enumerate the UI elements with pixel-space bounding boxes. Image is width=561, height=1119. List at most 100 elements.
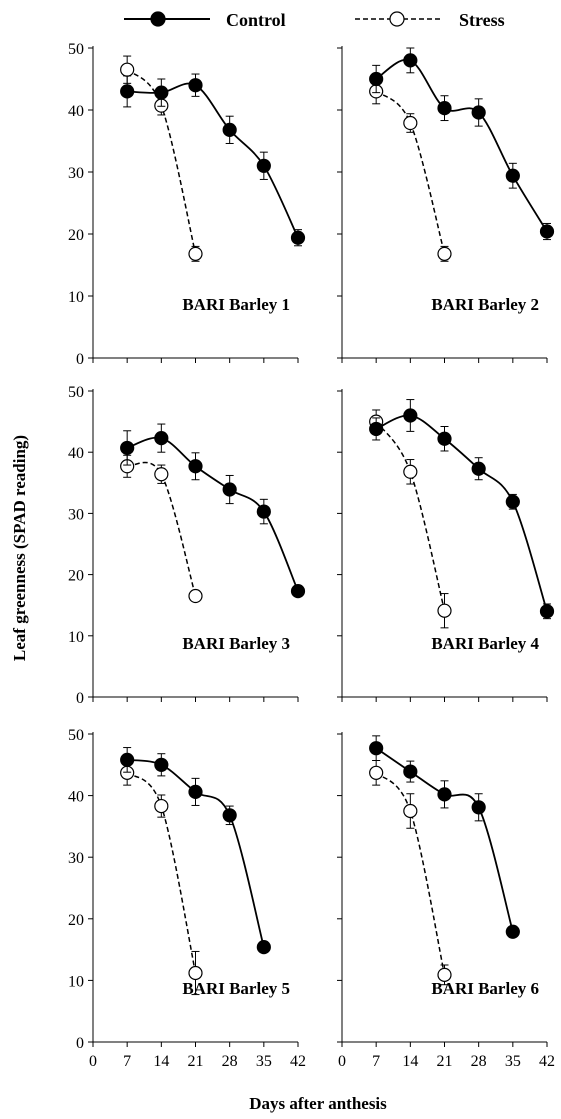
- panel-3: 0 10 20 30 40 50 BARI Barley 3: [68, 384, 306, 707]
- stress-line: [126, 69, 197, 255]
- control-point: [539, 224, 555, 239]
- control-point: [222, 122, 237, 137]
- control-point: [403, 408, 418, 423]
- y-tick-label: 50: [68, 41, 84, 58]
- control-point: [369, 421, 384, 437]
- control-point: [539, 604, 555, 619]
- control-point: [222, 482, 237, 497]
- stress-point: [369, 765, 384, 780]
- control-point: [120, 752, 135, 767]
- y-tick-label: 0: [76, 1035, 84, 1052]
- panel-6: 0 7 14 21 28 35 42 BARI Barley 6: [337, 732, 555, 1070]
- control-point: [154, 85, 169, 100]
- control-point: [437, 787, 452, 802]
- x-tick-label: 21: [437, 1053, 453, 1070]
- x-tick-label: 21: [188, 1053, 204, 1070]
- control-line: [127, 82, 299, 239]
- x-tick-label: 7: [372, 1053, 380, 1070]
- control-point: [437, 431, 452, 446]
- y-tick-label: 50: [68, 727, 84, 744]
- y-tick-label: 0: [76, 690, 84, 707]
- stress-point: [154, 467, 169, 482]
- control-point: [505, 168, 520, 183]
- panel-5: 0 10 20 30 40 50 0 7 14 21 28 35 42 BARI Barley 5: [68, 727, 306, 1070]
- stress-point: [437, 603, 452, 618]
- control-point: [120, 84, 135, 99]
- y-tick-label: 20: [68, 568, 84, 585]
- x-tick-label: 35: [505, 1053, 521, 1070]
- control-point: [222, 808, 237, 823]
- control-point: [188, 459, 203, 474]
- y-tick-label: 20: [68, 912, 84, 929]
- stress-point: [154, 798, 169, 814]
- stress-point: [188, 588, 203, 604]
- y-tick-label: 30: [68, 165, 84, 182]
- control-point: [188, 784, 203, 800]
- control-line: [375, 414, 548, 612]
- y-tick-label: 50: [68, 384, 84, 401]
- control-point: [256, 158, 271, 173]
- y-tick-label: 20: [68, 227, 84, 244]
- y-tick-label: 40: [68, 789, 84, 806]
- control-point: [505, 924, 520, 939]
- x-tick-label: 0: [338, 1053, 346, 1070]
- legend-stress-label: Stress: [459, 10, 505, 30]
- x-tick-label: 7: [123, 1053, 131, 1070]
- panel-4: BARI Barley 4: [337, 389, 555, 702]
- y-tick-label: 40: [68, 445, 84, 462]
- y-tick-label: 30: [68, 506, 84, 523]
- x-tick-label: 42: [290, 1053, 306, 1070]
- legend-stress-marker: [389, 11, 405, 27]
- y-tick-label: 10: [68, 289, 84, 306]
- control-point: [188, 78, 203, 93]
- control-point: [290, 230, 306, 245]
- control-line: [375, 58, 548, 232]
- y-tick-label: 10: [68, 973, 84, 990]
- stress-line: [126, 772, 197, 974]
- control-point: [154, 757, 169, 772]
- stress-point: [437, 246, 452, 261]
- y-tick-label: 0: [76, 351, 84, 368]
- panel-title: BARI Barley 3: [182, 634, 290, 653]
- stress-point: [188, 246, 203, 261]
- x-tick-label: 42: [539, 1053, 555, 1070]
- control-point: [471, 800, 486, 815]
- control-point: [154, 431, 169, 446]
- panel-title: BARI Barley 1: [182, 295, 290, 314]
- control-point: [369, 741, 384, 756]
- stress-line: [375, 90, 446, 255]
- control-point: [120, 440, 135, 456]
- stress-point: [188, 965, 203, 981]
- control-point: [369, 71, 384, 87]
- panel-2: BARI Barley 2: [337, 46, 555, 363]
- panel-1: 0 10 20 30 40 50 BARI Barley 1: [68, 41, 306, 368]
- control-point: [403, 764, 418, 779]
- control-point: [256, 504, 271, 519]
- x-tick-label: 0: [89, 1053, 97, 1070]
- legend-control-label: Control: [226, 10, 286, 30]
- control-point: [290, 584, 306, 599]
- control-point: [471, 105, 486, 120]
- control-point: [256, 940, 271, 955]
- stress-point: [403, 115, 418, 131]
- x-tick-label: 14: [153, 1053, 169, 1070]
- x-tick-label: 28: [471, 1053, 487, 1070]
- panel-title: BARI Barley 5: [182, 979, 290, 998]
- panels: 0 10 20 30 40 50 BARI Barley 1 BARI Barley 2 0 10…: [68, 41, 555, 1070]
- legend: Control Stress: [124, 10, 505, 30]
- x-axis-label: Days after anthesis: [249, 1094, 387, 1113]
- stress-point: [120, 62, 135, 77]
- stress-line: [375, 421, 446, 611]
- panel-title: BARI Barley 6: [431, 979, 539, 998]
- control-line: [126, 436, 299, 592]
- x-tick-label: 14: [402, 1053, 418, 1070]
- x-tick-label: 28: [222, 1053, 238, 1070]
- stress-point: [403, 803, 418, 819]
- y-tick-label: 40: [68, 103, 84, 120]
- stress-point: [437, 967, 452, 982]
- legend-control-marker: [150, 11, 166, 27]
- control-line: [375, 747, 514, 932]
- control-point: [471, 461, 486, 476]
- x-tick-label: 35: [256, 1053, 272, 1070]
